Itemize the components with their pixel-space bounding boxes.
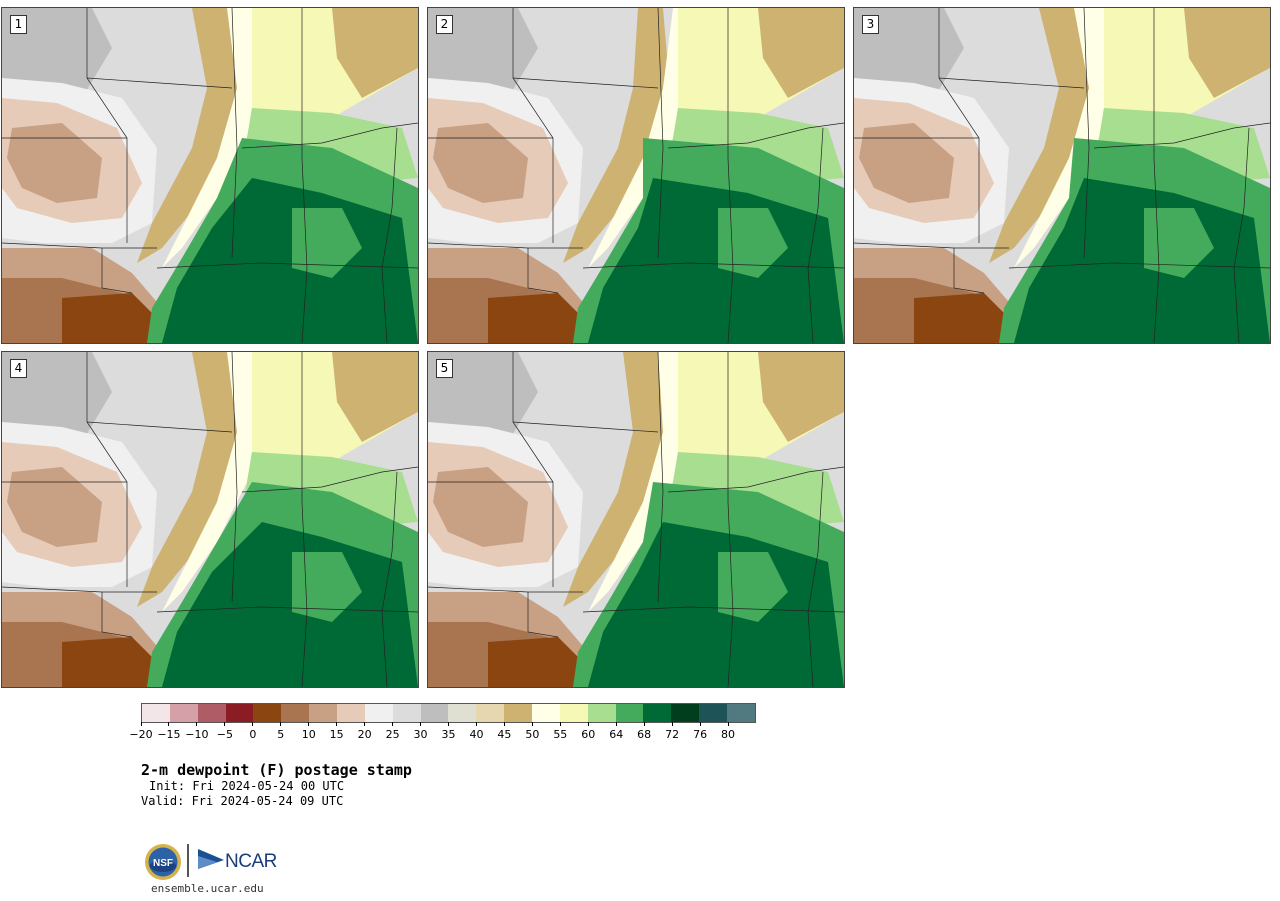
colorbar-tick-label: 72 [665,728,680,741]
colorbar-box [699,704,728,722]
colorbar-tick: 5 [277,722,284,741]
colorbar-box [420,704,449,722]
colorbar-tick-label: −20 [129,728,153,741]
colorbar-tick: −20 [129,722,153,741]
colorbar-box [337,704,365,722]
colorbar-tick: 40 [469,722,483,741]
dewpoint-map-1 [2,8,418,343]
dewpoint-map-2 [428,8,844,343]
valid-time: Valid: Fri 2024-05-24 09 UTC [141,794,344,808]
colorbar-box [253,704,282,722]
colorbar-box [197,704,226,722]
site-url: ensemble.ucar.edu [151,882,264,895]
colorbar-box [504,704,533,722]
colorbar-tick-label: −5 [216,728,233,741]
colorbar-box [532,704,560,722]
colorbar-box [559,704,588,722]
ensemble-member-map-3: 3 [853,7,1271,344]
colorbar-tick-label: 35 [441,728,456,741]
colorbar-box [671,704,700,722]
member-number-label: 3 [862,15,879,34]
colorbar-tick-label: 0 [249,728,257,741]
colorbar-ticks: −20 −15 −10 −5 0 5 10 15 20 25 30 35 40 45 50 55 60 64 68 7… [129,722,756,744]
logo-divider [187,844,189,877]
nsf-logo: NSF [145,844,181,880]
colorbar-box [309,704,338,722]
colorbar-tick-label: −10 [185,728,209,741]
colorbar-tick: 76 [693,722,707,741]
colorbar-box [643,704,672,722]
dewpoint-map-5 [428,352,844,687]
colorbar-tick-label: 80 [721,728,736,741]
colorbar-tick: 64 [609,722,623,741]
colorbar-tick: 45 [497,722,511,741]
colorbar-box [727,704,755,722]
dewpoint-colorbar [141,703,756,723]
colorbar-tick-label: 10 [301,728,316,741]
member-number-label: 1 [10,15,27,34]
colorbar-tick-label: −15 [157,728,181,741]
colorbar-box [615,704,644,722]
ncar-logo-mark [198,849,224,869]
colorbar-box [281,704,310,722]
colorbar-box [225,704,254,722]
colorbar-tick: 15 [330,722,344,741]
colorbar-tick: −5 [217,722,233,741]
colorbar-tick: 25 [386,722,400,741]
colorbar-tick-label: 5 [277,728,285,741]
member-number-label: 4 [10,359,27,378]
colorbar-tick-label: 40 [469,728,484,741]
colorbar-tick-label: 15 [329,728,344,741]
plot-title: 2-m dewpoint (F) postage stamp [141,761,412,779]
ensemble-member-map-4: 4 [1,351,419,688]
colorbar-tick-label: 50 [525,728,540,741]
colorbar-box [364,704,393,722]
colorbar-tick-label: 60 [581,728,596,741]
colorbar-tick-label: 30 [413,728,428,741]
logos: NSF NCAR [144,843,284,881]
ensemble-member-map-1: 1 [1,7,419,344]
dewpoint-map-3 [854,8,1270,343]
colorbar-box [448,704,477,722]
colorbar-tick-label: 76 [693,728,708,741]
ncar-logo-text: NCAR [225,851,277,872]
colorbar-box [587,704,616,722]
colorbar-box [142,704,170,722]
colorbar-tick: 35 [442,722,456,741]
colorbar-tick: 68 [637,722,651,741]
member-number-label: 2 [436,15,453,34]
colorbar-tick: 50 [525,722,539,741]
ensemble-member-map-5: 5 [427,351,845,688]
colorbar-tick: 0 [249,722,256,741]
colorbar-tick: 55 [553,722,567,741]
colorbar-tick: −10 [185,722,209,741]
colorbar-tick: 80 [721,722,735,741]
colorbar-tick: 30 [414,722,428,741]
colorbar-tick: 20 [358,722,372,741]
colorbar-tick: 72 [665,722,679,741]
svg-text:NSF: NSF [153,858,173,869]
colorbar-tick-label: 64 [609,728,624,741]
colorbar-box [392,704,421,722]
colorbar-box [169,704,198,722]
colorbar-tick-label: 25 [385,728,400,741]
colorbar-tick: 10 [302,722,316,741]
dewpoint-map-4 [2,352,418,687]
colorbar-tick: 60 [581,722,595,741]
colorbar-box [476,704,505,722]
colorbar-tick: −15 [157,722,181,741]
colorbar-tick-label: 68 [637,728,652,741]
member-number-label: 5 [436,359,453,378]
ensemble-member-map-2: 2 [427,7,845,344]
colorbar-tick-label: 20 [357,728,372,741]
init-time: Init: Fri 2024-05-24 00 UTC [149,779,345,793]
colorbar-boxes [141,703,756,723]
colorbar-tick-label: 45 [497,728,512,741]
colorbar-tick-label: 55 [553,728,568,741]
